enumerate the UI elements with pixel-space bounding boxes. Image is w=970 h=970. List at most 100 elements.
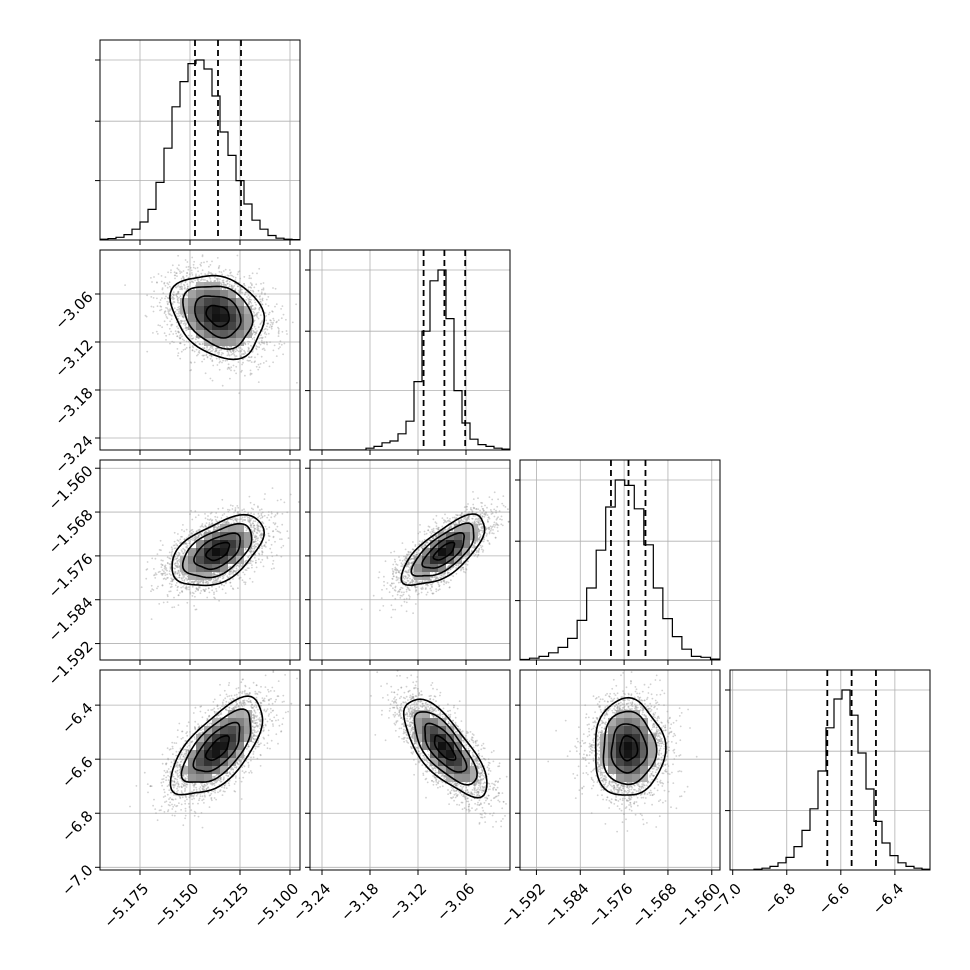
sample-point bbox=[475, 549, 478, 552]
sample-point bbox=[410, 562, 412, 564]
sample-point bbox=[189, 530, 191, 533]
sample-point bbox=[240, 371, 243, 373]
sample-point bbox=[233, 570, 235, 572]
sample-point bbox=[185, 587, 188, 589]
sample-point bbox=[480, 546, 483, 549]
density-cell bbox=[220, 290, 228, 298]
sample-point bbox=[212, 578, 215, 581]
sample-point bbox=[161, 574, 164, 576]
sample-point bbox=[473, 507, 476, 509]
sample-point bbox=[184, 586, 187, 589]
sample-point bbox=[226, 346, 229, 349]
sample-point bbox=[266, 516, 269, 519]
sample-point bbox=[380, 597, 383, 599]
sample-point bbox=[170, 323, 173, 326]
sample-point bbox=[266, 328, 269, 331]
sample-point bbox=[213, 528, 215, 531]
sample-point bbox=[252, 541, 254, 544]
sample-point bbox=[470, 509, 473, 511]
sample-point bbox=[403, 558, 406, 561]
sample-point bbox=[159, 324, 162, 327]
sample-point bbox=[481, 515, 484, 518]
sample-point bbox=[245, 291, 247, 294]
sample-point bbox=[182, 244, 184, 246]
sample-point bbox=[161, 288, 164, 291]
sample-point bbox=[196, 580, 198, 583]
sample-point bbox=[174, 277, 176, 280]
sample-point bbox=[378, 571, 381, 573]
sample-point bbox=[416, 593, 419, 596]
sample-point bbox=[249, 552, 252, 554]
sample-point bbox=[173, 578, 176, 581]
sample-point bbox=[256, 345, 259, 348]
sample-point bbox=[254, 536, 256, 538]
sample-point bbox=[180, 271, 183, 273]
sample-point bbox=[254, 528, 256, 530]
density-cell bbox=[188, 572, 196, 580]
sample-point bbox=[392, 563, 395, 566]
density-cell bbox=[228, 532, 236, 540]
sample-point bbox=[194, 279, 197, 282]
sample-point bbox=[146, 568, 149, 570]
sample-point bbox=[244, 352, 247, 355]
sample-point bbox=[244, 343, 247, 346]
sample-point bbox=[414, 581, 417, 584]
sample-point bbox=[156, 553, 159, 555]
sample-point bbox=[252, 330, 255, 332]
sample-point bbox=[407, 580, 410, 582]
sample-point bbox=[204, 524, 207, 527]
sample-point bbox=[202, 583, 205, 585]
sample-point bbox=[261, 550, 263, 553]
sample-point bbox=[160, 559, 163, 562]
sample-point bbox=[411, 558, 413, 560]
sample-point bbox=[191, 272, 193, 274]
sample-point bbox=[252, 540, 255, 543]
sample-point bbox=[198, 342, 201, 345]
sample-point bbox=[178, 574, 181, 577]
sample-point bbox=[187, 265, 190, 268]
sample-point bbox=[178, 564, 181, 567]
sample-point bbox=[180, 577, 183, 580]
sample-point bbox=[208, 523, 211, 526]
sample-point bbox=[249, 296, 251, 299]
sample-point bbox=[171, 314, 173, 317]
density-cell bbox=[236, 298, 244, 306]
sample-point bbox=[394, 589, 397, 592]
sample-point bbox=[270, 516, 273, 519]
sample-point bbox=[230, 351, 233, 354]
sample-point bbox=[266, 322, 269, 325]
sample-point bbox=[237, 350, 240, 353]
sample-point bbox=[465, 568, 467, 570]
sample-point bbox=[192, 537, 195, 540]
sample-point bbox=[198, 586, 201, 589]
sample-point bbox=[426, 583, 429, 586]
sample-point bbox=[481, 529, 484, 532]
density-cell bbox=[228, 548, 236, 556]
sample-point bbox=[411, 557, 413, 560]
sample-point bbox=[247, 519, 249, 521]
sample-point bbox=[197, 351, 200, 353]
sample-point bbox=[171, 303, 174, 306]
sample-point bbox=[259, 298, 261, 301]
sample-point bbox=[204, 279, 206, 281]
sample-point bbox=[208, 591, 211, 594]
sample-point bbox=[215, 349, 218, 352]
sample-point bbox=[482, 508, 484, 510]
sample-point bbox=[263, 545, 266, 547]
sample-point bbox=[212, 573, 215, 576]
sample-point bbox=[179, 336, 182, 339]
density-cell bbox=[228, 314, 236, 322]
sample-point bbox=[250, 277, 252, 280]
sample-point bbox=[176, 566, 179, 569]
sample-point bbox=[217, 525, 220, 528]
sample-point bbox=[261, 320, 263, 322]
sample-point bbox=[254, 301, 257, 304]
sample-point bbox=[265, 341, 268, 343]
sample-point bbox=[450, 579, 452, 582]
sample-point bbox=[187, 285, 189, 288]
sample-point bbox=[219, 360, 222, 363]
sample-point bbox=[179, 342, 182, 345]
sample-point bbox=[406, 571, 408, 574]
sample-point bbox=[177, 292, 180, 295]
sample-point bbox=[169, 586, 172, 589]
